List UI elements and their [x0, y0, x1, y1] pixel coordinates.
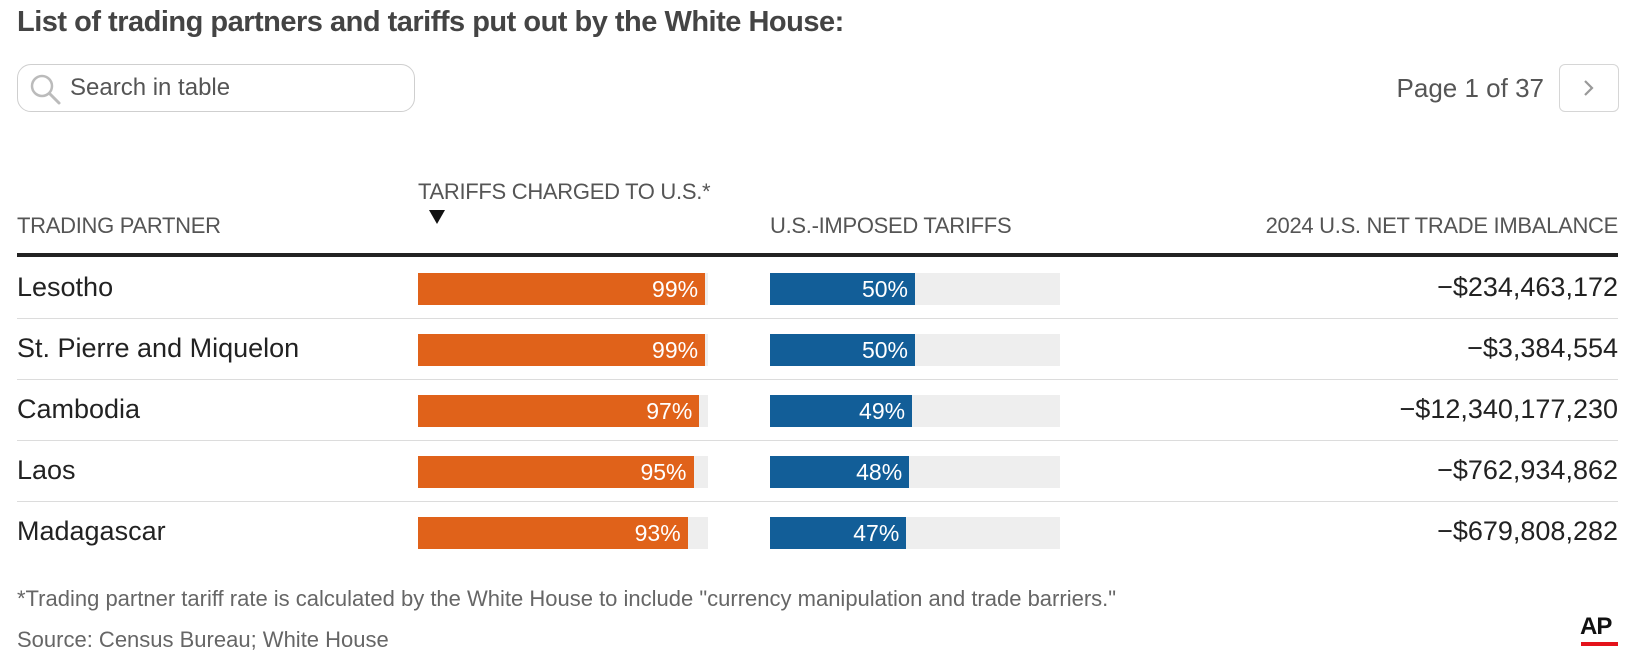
imposed-bar: 49% — [770, 395, 913, 427]
page-indicator: Page 1 of 37 — [1396, 73, 1544, 103]
imposed-bar-track: 47% — [770, 517, 1060, 549]
table-row: Cambodia 97% 49% −$12,340,177,230 — [17, 380, 1618, 441]
charged-bar-track: 97% — [418, 395, 708, 427]
column-header-imposed[interactable]: U.S.-IMPOSED TARIFFS — [770, 213, 1012, 238]
search-input[interactable] — [70, 71, 400, 105]
imposed-bar: 47% — [770, 517, 907, 549]
table-row: St. Pierre and Miquelon 99% 50% −$3,384,554 — [17, 319, 1618, 380]
column-header-partner[interactable]: TRADING PARTNER — [17, 213, 221, 238]
partner-name: Madagascar — [17, 516, 166, 546]
sort-descending-icon[interactable] — [428, 208, 446, 226]
imposed-bar: 48% — [770, 456, 910, 488]
trade-imbalance-value: −$12,340,177,230 — [1399, 394, 1618, 424]
partner-name: St. Pierre and Miquelon — [17, 333, 300, 363]
ap-logo-underline — [1581, 642, 1618, 646]
imposed-bar-track: 49% — [770, 395, 1060, 427]
charged-bar: 99% — [418, 273, 706, 305]
imposed-bar-track: 50% — [770, 273, 1060, 305]
imposed-bar-label: 47% — [853, 520, 900, 546]
charged-bar: 95% — [418, 456, 694, 488]
chevron-right-icon — [1584, 80, 1594, 96]
imposed-bar-label: 50% — [861, 337, 908, 363]
table-row: Lesotho 99% 50% −$234,463,172 — [17, 258, 1618, 319]
charged-bar-label: 93% — [634, 520, 681, 546]
charged-bar-label: 99% — [652, 276, 699, 302]
partner-name: Cambodia — [17, 394, 141, 424]
imposed-bar: 50% — [770, 334, 915, 366]
charged-bar-label: 95% — [640, 459, 687, 485]
charged-bar: 99% — [418, 334, 706, 366]
column-header-charged[interactable]: TARIFFS CHARGED TO U.S.* — [418, 179, 711, 204]
charged-bar-track: 95% — [418, 456, 708, 488]
trade-imbalance-value: −$762,934,862 — [1437, 455, 1618, 485]
footnote: *Trading partner tariff rate is calculat… — [17, 586, 1117, 611]
imposed-bar-track: 48% — [770, 456, 1060, 488]
table-row: Laos 95% 48% −$762,934,862 — [17, 441, 1618, 502]
search-box[interactable] — [17, 64, 415, 112]
charged-bar: 93% — [418, 517, 688, 549]
column-header-imbalance[interactable]: 2024 U.S. NET TRADE IMBALANCE — [1265, 213, 1619, 238]
trade-imbalance-value: −$3,384,554 — [1467, 333, 1618, 363]
imposed-bar-track: 50% — [770, 334, 1060, 366]
ap-logo: AP — [1580, 613, 1612, 640]
charged-bar-track: 99% — [418, 334, 708, 366]
imposed-bar-label: 49% — [859, 398, 906, 424]
charged-bar: 97% — [418, 395, 700, 427]
partner-name: Laos — [17, 455, 76, 485]
imposed-bar: 50% — [770, 273, 915, 305]
partner-name: Lesotho — [17, 272, 114, 302]
table-row: Madagascar 93% 47% −$679,808,282 — [17, 502, 1618, 563]
chart-title: List of trading partners and tariffs put… — [17, 6, 844, 38]
trade-imbalance-value: −$234,463,172 — [1437, 272, 1618, 302]
header-divider — [17, 253, 1618, 257]
imposed-bar-label: 50% — [861, 276, 908, 302]
charged-bar-track: 93% — [418, 517, 708, 549]
next-page-button[interactable] — [1559, 64, 1619, 112]
charged-bar-label: 99% — [652, 337, 699, 363]
imposed-bar-label: 48% — [856, 459, 903, 485]
charged-bar-label: 97% — [646, 398, 693, 424]
search-icon — [30, 74, 61, 105]
source-note: Source: Census Bureau; White House — [17, 627, 389, 652]
charged-bar-track: 99% — [418, 273, 708, 305]
trade-imbalance-value: −$679,808,282 — [1437, 516, 1618, 546]
